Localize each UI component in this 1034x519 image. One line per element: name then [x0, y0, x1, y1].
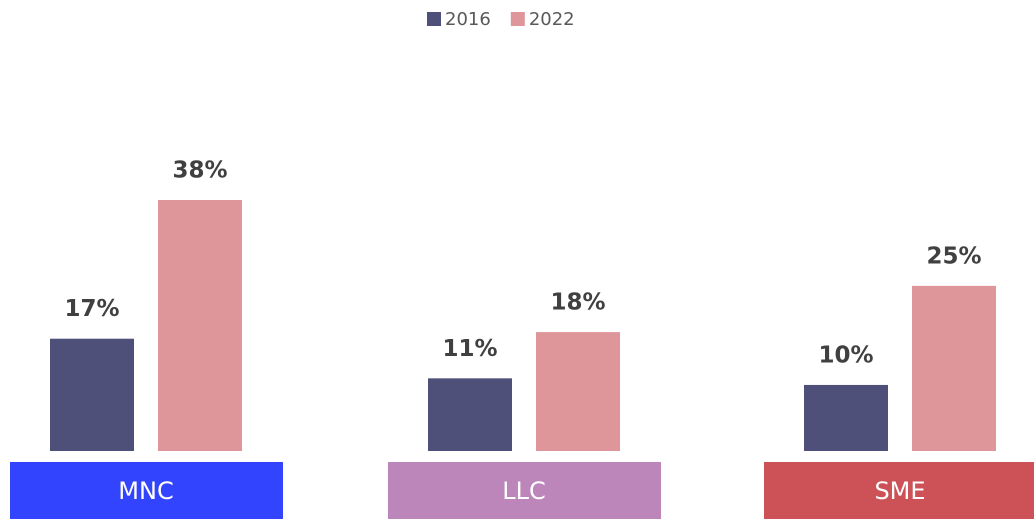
- data-label: 11%: [442, 336, 497, 362]
- legend-label: 2022: [529, 9, 575, 30]
- legend-label: 2016: [445, 9, 491, 30]
- category-label: LLC: [502, 477, 546, 505]
- data-label: 25%: [926, 243, 981, 269]
- category-box: [764, 462, 1034, 519]
- data-label: 38%: [172, 158, 227, 184]
- bar: [428, 378, 512, 451]
- bar: [158, 200, 242, 451]
- category-label: MNC: [118, 477, 173, 505]
- legend-swatch: [427, 12, 441, 26]
- bar: [50, 338, 134, 451]
- bar: [536, 332, 620, 451]
- bar: [912, 285, 996, 451]
- category-label: SME: [874, 477, 925, 505]
- data-label: 17%: [64, 296, 119, 322]
- bar: [804, 384, 888, 451]
- category-box: [10, 462, 283, 519]
- category-box: [388, 462, 661, 519]
- data-label: 10%: [818, 342, 873, 368]
- data-label: 18%: [550, 290, 605, 316]
- legend-swatch: [510, 12, 525, 26]
